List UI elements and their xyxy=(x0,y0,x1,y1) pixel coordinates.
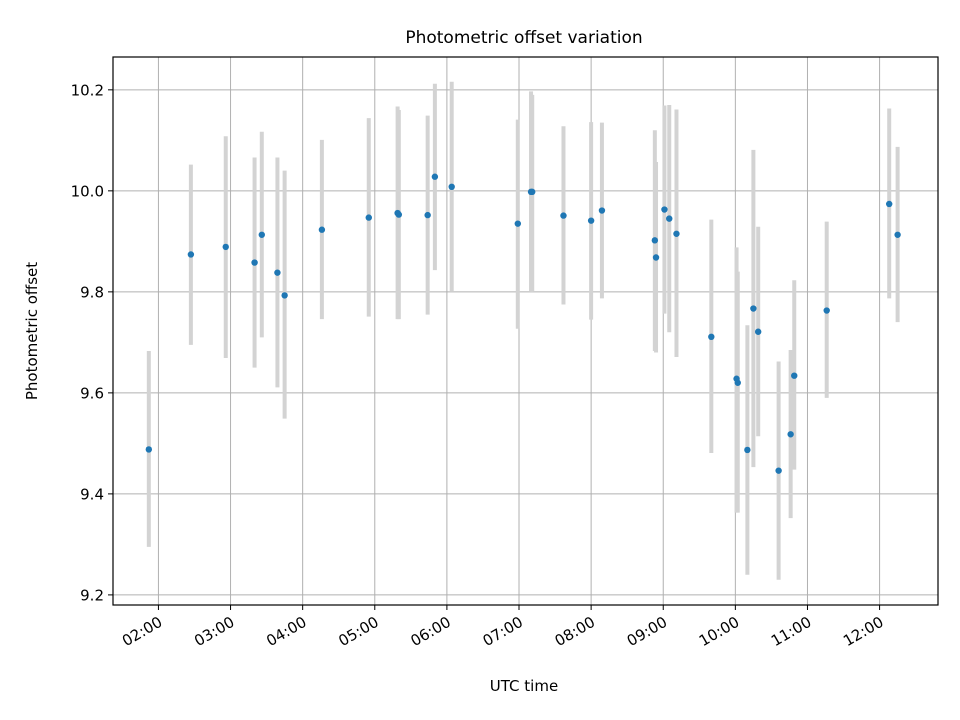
data-point xyxy=(529,188,536,196)
data-point xyxy=(187,251,195,258)
data-point xyxy=(661,206,668,213)
data-point xyxy=(448,183,455,191)
data-points xyxy=(145,173,901,474)
data-point xyxy=(587,217,595,224)
data-point xyxy=(145,446,153,453)
data-point xyxy=(787,431,794,438)
y-tick-label: 9.4 xyxy=(80,485,104,503)
data-point xyxy=(395,211,403,218)
data-point xyxy=(673,230,680,237)
data-point xyxy=(424,211,431,219)
data-point xyxy=(754,328,762,335)
data-point xyxy=(318,226,326,233)
data-point xyxy=(560,212,567,219)
data-point xyxy=(666,215,673,222)
data-point xyxy=(258,231,265,238)
y-axis-ticks: 9.2 9.4 9.6 9.8 10.0 10.2 xyxy=(71,81,113,604)
chart-title: Photometric offset variation xyxy=(405,28,642,48)
data-point xyxy=(744,446,751,454)
data-point xyxy=(598,207,606,214)
y-axis-title: Photometric offset xyxy=(23,262,41,400)
data-point xyxy=(823,307,830,314)
data-point xyxy=(274,269,281,276)
y-tick-label: 9.2 xyxy=(80,586,104,604)
data-point xyxy=(365,214,372,221)
x-axis-title: UTC time xyxy=(490,677,558,695)
y-tick-label: 10.2 xyxy=(71,81,104,99)
data-point xyxy=(281,292,288,299)
data-point xyxy=(652,254,660,261)
data-point xyxy=(886,200,893,208)
data-point xyxy=(514,220,522,227)
data-point xyxy=(734,379,741,386)
data-point xyxy=(708,333,715,341)
data-point xyxy=(431,173,439,180)
data-point xyxy=(791,372,798,379)
data-point xyxy=(894,231,901,238)
y-tick-label: 9.6 xyxy=(80,384,104,402)
data-point xyxy=(222,243,229,251)
y-tick-label: 10.0 xyxy=(71,182,104,200)
plot-frame xyxy=(112,56,939,606)
data-point xyxy=(251,259,258,266)
data-point xyxy=(651,237,659,244)
data-point xyxy=(775,467,782,474)
data-point xyxy=(750,305,757,312)
y-tick-label: 9.8 xyxy=(80,283,104,301)
